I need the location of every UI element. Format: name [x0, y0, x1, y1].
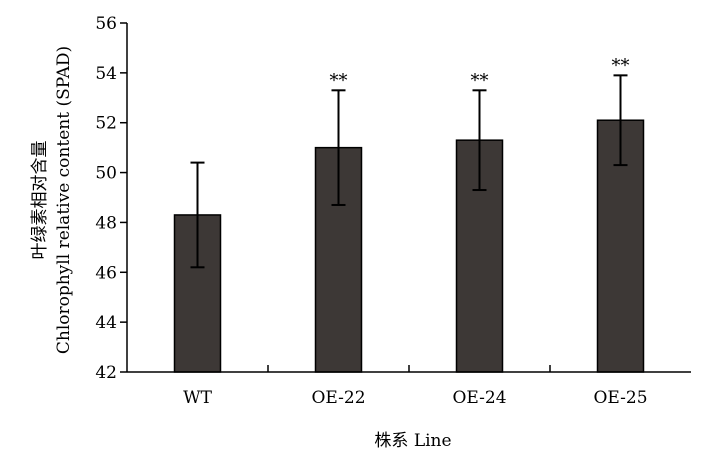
bars-layer	[173, 119, 645, 373]
y-tick-label-54: 54	[95, 64, 117, 84]
y-tick-label-52: 52	[95, 114, 117, 134]
y-axis-title-en: Chlorophyll relative content (SPAD)	[54, 46, 74, 354]
bar-oe-25	[596, 119, 645, 373]
y-tick-label-46: 46	[95, 263, 117, 283]
x-tick-label-wt: WT	[183, 388, 212, 408]
y-tick-label-56: 56	[95, 14, 117, 34]
y-tick-label-48: 48	[95, 213, 117, 233]
significance-layer: ** ** **	[330, 55, 630, 91]
y-tick-label-44: 44	[95, 313, 117, 333]
y-tick-label-42: 42	[95, 363, 117, 383]
x-tick-label-oe-25: OE-25	[593, 388, 647, 408]
significance-label-oe-22: **	[330, 70, 348, 91]
y-tick-labels: 42 44 46 48 50 52 54 56	[95, 14, 117, 383]
x-tick-label-oe-24: OE-24	[452, 388, 506, 408]
y-tick-label-50: 50	[95, 164, 117, 184]
error-bars-layer	[190, 74, 628, 269]
significance-label-oe-24: **	[471, 70, 489, 91]
axes-layer	[120, 22, 691, 373]
significance-label-oe-25: **	[612, 55, 630, 76]
x-axis-title: 株系 Line	[374, 431, 451, 451]
y-axis-title-cn: 叶绿素相对含量	[30, 141, 50, 260]
x-category-labels: WT OE-22 OE-24 OE-25	[183, 388, 647, 408]
x-tick-label-oe-22: OE-22	[311, 388, 365, 408]
